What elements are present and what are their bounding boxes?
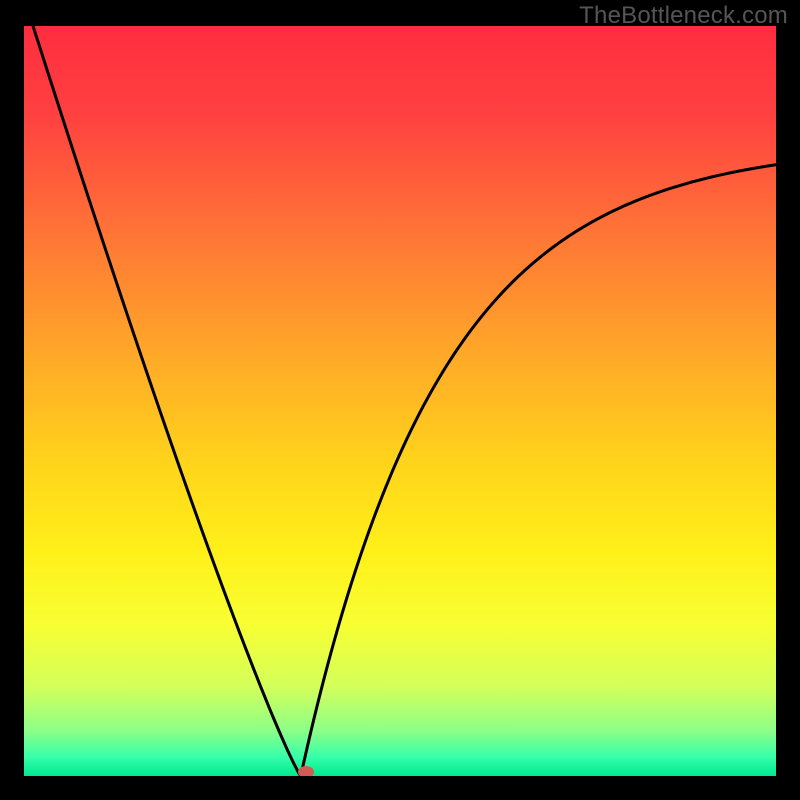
- bottleneck-curve: [33, 26, 776, 776]
- bottleneck-curve-svg: [24, 26, 776, 776]
- watermark-text: TheBottleneck.com: [579, 2, 788, 30]
- plot-area: [24, 26, 776, 776]
- optimum-marker: [298, 766, 314, 777]
